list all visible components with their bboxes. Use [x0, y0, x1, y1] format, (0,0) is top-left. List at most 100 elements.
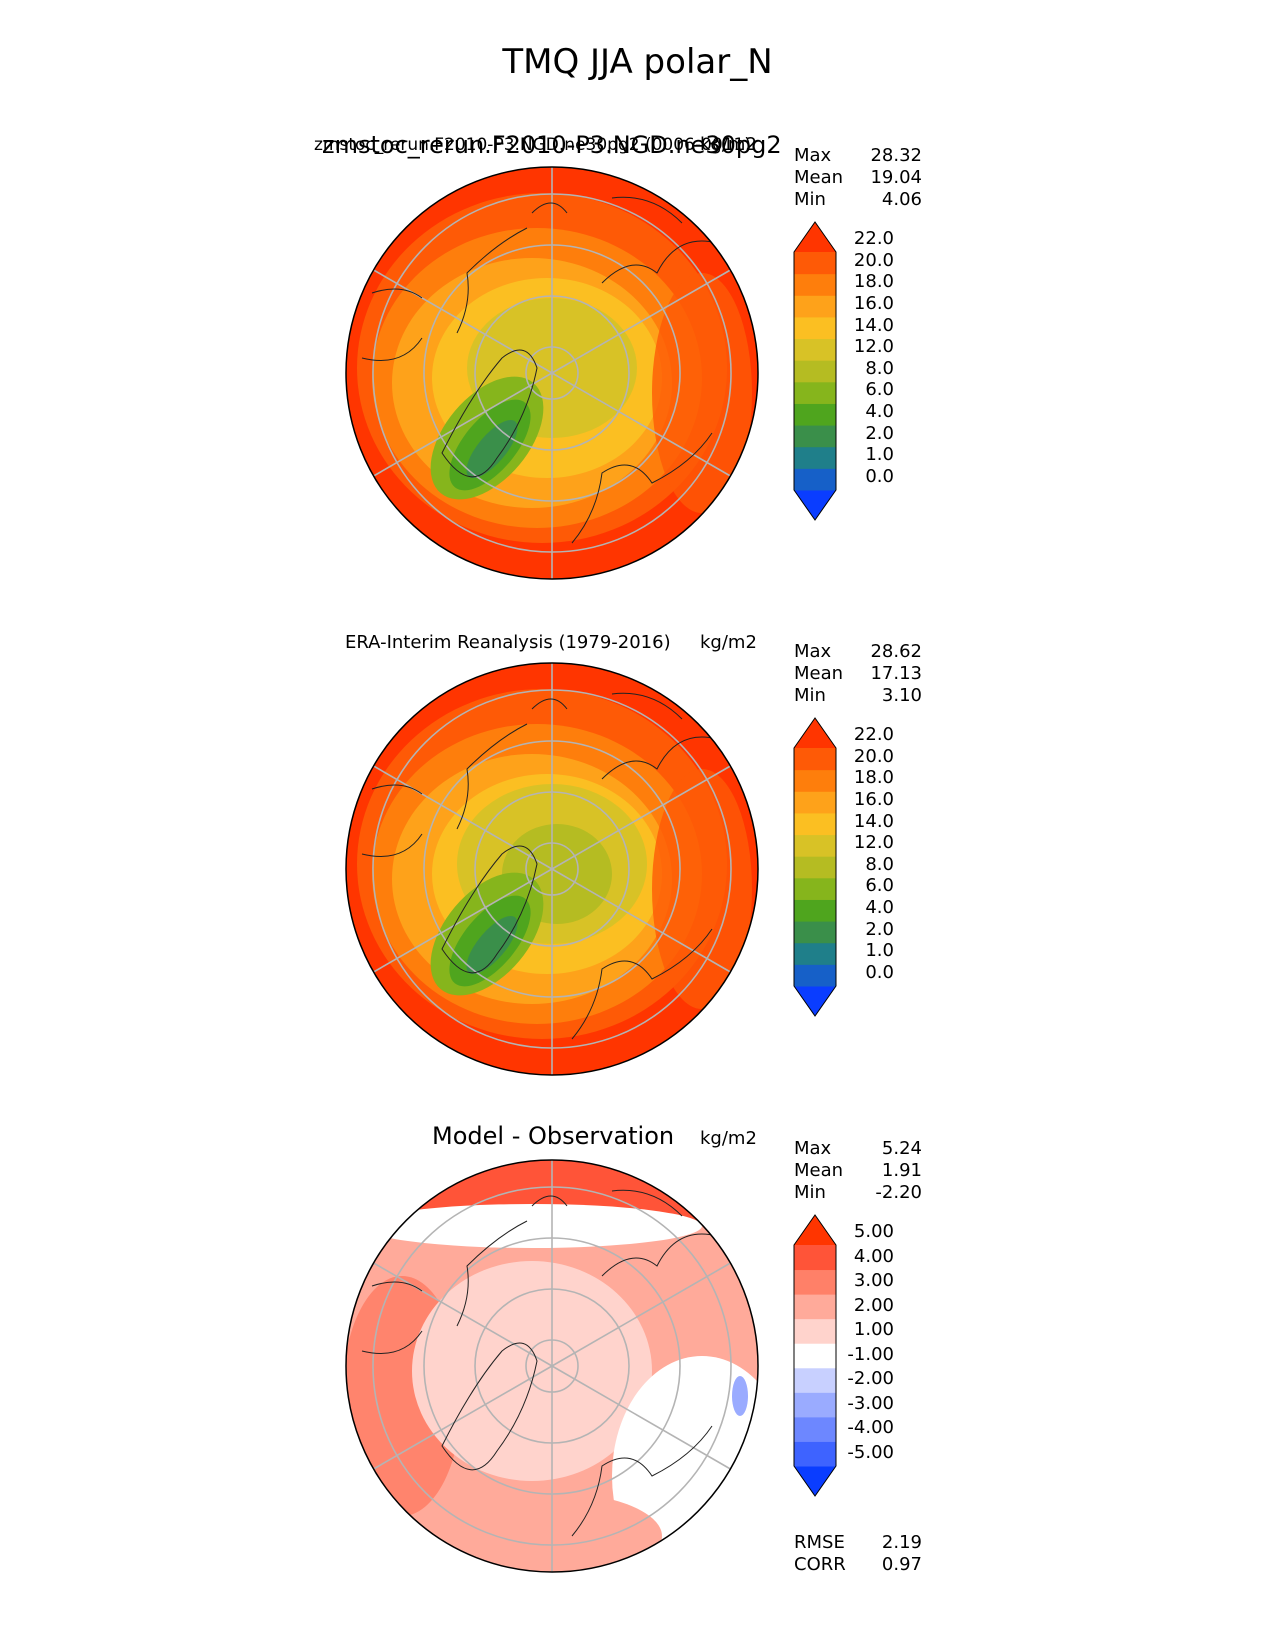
stat-label: Mean — [794, 663, 844, 684]
colorbar-swatch — [794, 425, 836, 448]
colorbar-tick-label: 6.0 — [865, 875, 894, 897]
panel1-title: zmstoc_rerun.F2010-P3.NGD.ne30pg2 — [322, 131, 782, 159]
graticule — [372, 167, 732, 579]
meridian-line — [551, 269, 731, 374]
stat-value: 5.24 — [881, 1138, 922, 1159]
stat-value: 3.10 — [881, 685, 922, 706]
metric-value: 0.97 — [881, 1554, 922, 1575]
figure-title: TMQ JJA polar_N — [502, 42, 773, 82]
colorbar-tick-label: 20.0 — [853, 249, 894, 271]
alaska-coast — [371, 698, 568, 795]
greenland-coast — [441, 1342, 538, 1471]
colorbar-tick-label: 20.0 — [853, 745, 894, 767]
colorbar-tick-label: 12.0 — [853, 832, 894, 854]
meridian-line — [551, 1365, 731, 1470]
colorbar-tick-label: 5.00 — [853, 1221, 894, 1242]
colorbar-tick-label: 1.0 — [865, 444, 894, 466]
colorbar-tick-label: 16.0 — [853, 788, 894, 810]
panel1-stats: Max 28.32 Mean 19.04 Min 4.06 — [794, 145, 922, 211]
colorbar-tick-label: 2.0 — [865, 422, 894, 444]
colorbar-swatch — [794, 295, 836, 318]
meridian-line — [551, 1262, 731, 1367]
field-band — [422, 1491, 662, 1572]
map-outline — [345, 662, 759, 1076]
field-band — [412, 1261, 652, 1481]
stat-label: Max — [794, 641, 832, 662]
colorbar-swatch — [794, 791, 836, 814]
colorbar-swatch — [794, 834, 836, 857]
panel2-units: kg/m2 — [700, 632, 757, 653]
colorbar-tick-label: 16.0 — [853, 292, 894, 314]
colorbar-tick-label: 18.0 — [853, 767, 894, 789]
field-band — [652, 273, 752, 513]
colorbar-tick-label: 3.00 — [853, 1270, 894, 1292]
field-band — [652, 769, 752, 1009]
stat-label: Min — [794, 189, 826, 210]
colorbar-swatch — [794, 942, 836, 965]
colorbar-swatch — [794, 1367, 836, 1393]
panel1-units: kg/m2 — [700, 134, 757, 155]
field-band — [612, 1356, 758, 1572]
colorbar-swatch — [794, 1269, 836, 1295]
colorbar-swatch — [794, 1245, 836, 1271]
colorbar-tick-label: 6.0 — [865, 379, 894, 401]
siberia-coast — [601, 692, 718, 780]
graticule — [372, 1160, 732, 1572]
stat-value: 17.13 — [870, 663, 922, 684]
meridian-line — [373, 269, 553, 374]
colorbar-tick-label: 12.0 — [853, 336, 894, 358]
colorbar-tick-label: 1.0 — [865, 940, 894, 962]
colorbar-tick-label: 2.00 — [853, 1294, 894, 1316]
siberia-coast — [601, 196, 718, 284]
colorbar-swatch — [794, 403, 836, 426]
colorbar-tick-label: 22.0 — [853, 228, 894, 249]
panel2-stats: Max 28.62 Mean 17.13 Min 3.10 — [794, 641, 922, 707]
panel3-units: kg/m2 — [700, 1128, 757, 1149]
colorbar-tick-label: 8.0 — [865, 853, 894, 875]
colorbar-swatch — [794, 964, 836, 987]
stat-label: Min — [794, 1182, 826, 1203]
colorbar-tick-label: 8.0 — [865, 357, 894, 379]
field-band — [362, 1204, 702, 1248]
europe-coast — [571, 1425, 713, 1537]
stat-label: Min — [794, 685, 826, 706]
field-band — [732, 1376, 748, 1416]
colorbar-tick-label: 18.0 — [853, 271, 894, 293]
colorbar-swatch — [794, 899, 836, 922]
colorbar-extend-min — [794, 986, 836, 1016]
stat-value: 28.32 — [870, 145, 922, 166]
panel1-overlap-title: zmstoc_rerun.F2010-P3.NGD.ne30pg2 (0006-… — [314, 135, 751, 155]
colorbar-1 — [793, 221, 837, 521]
map-field-3 — [346, 1160, 758, 1572]
colorbar-extend-max — [794, 718, 836, 748]
colorbar-swatch — [794, 316, 836, 340]
colorbar-outline — [793, 221, 837, 521]
alaska-coast — [371, 202, 568, 299]
stat-value: -2.20 — [875, 1182, 922, 1203]
stat-value: 4.06 — [881, 189, 922, 210]
colorbar-swatch — [794, 769, 836, 792]
canada-coast — [361, 227, 528, 361]
coastlines — [361, 1189, 718, 1537]
panel2-title: ERA-Interim Reanalysis (1979-2016) — [345, 632, 671, 653]
panel3-metrics: RMSE 2.19 CORR 0.97 — [794, 1532, 922, 1576]
colorbar-extend-min — [794, 490, 836, 520]
map-outline — [345, 1159, 759, 1573]
colorbar-tick-label: 2.0 — [865, 918, 894, 940]
colorbar-tick-label: 4.0 — [865, 897, 894, 919]
colorbar-tick-label: 1.00 — [853, 1319, 894, 1341]
panel3-stats: Max 5.24 Mean 1.91 Min -2.20 — [794, 1138, 922, 1204]
stat-label: Max — [794, 145, 832, 166]
meridian-line — [551, 372, 731, 477]
colorbar-swatch — [794, 748, 836, 771]
graticule — [372, 663, 732, 1075]
colorbar-tick-label: -2.00 — [847, 1368, 894, 1390]
colorbar-swatch — [794, 273, 836, 296]
meridian-line — [373, 868, 553, 973]
colorbar-2 — [793, 717, 837, 1017]
map-field-2 — [346, 663, 758, 1075]
colorbar-tick-label: 0.0 — [865, 466, 894, 487]
meridian-line — [373, 1262, 553, 1367]
colorbar-swatch — [794, 1294, 836, 1320]
